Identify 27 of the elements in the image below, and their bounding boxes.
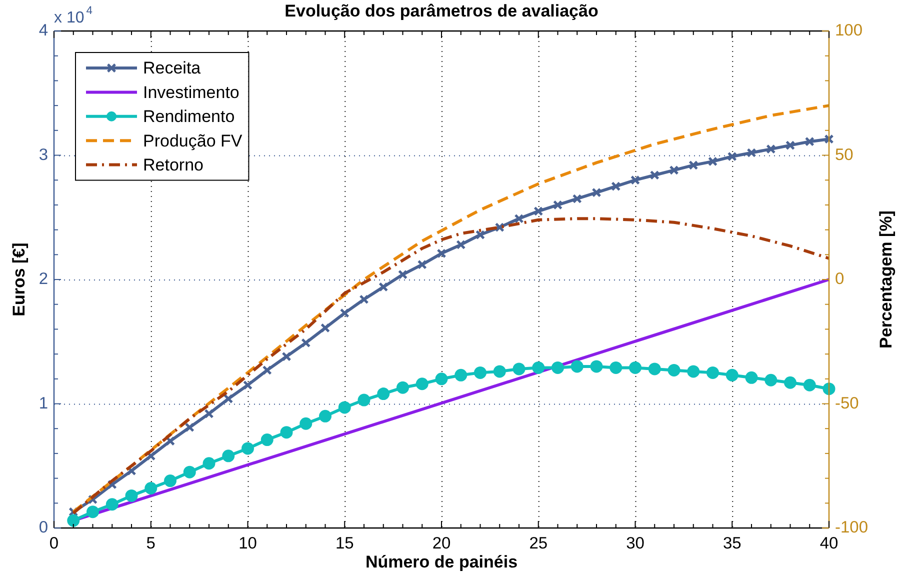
x-tick-label: 35 [722, 534, 742, 552]
y2-tick-label: -50 [835, 394, 859, 412]
y2-tick-label: 50 [835, 146, 854, 164]
x-axis-title: Número de painéis [365, 552, 518, 572]
y-tick-label: 3 [38, 146, 48, 164]
legend-label: Retorno [143, 155, 204, 174]
x-tick-label: 15 [335, 534, 354, 552]
x-tick-label: 25 [529, 534, 548, 552]
y2-tick-label: -100 [835, 518, 868, 537]
x-tick-label: 40 [820, 534, 838, 552]
legend-label: Investimento [143, 82, 240, 102]
y-tick-label: 0 [38, 518, 48, 537]
y-axis-title: Euros [€] [10, 242, 29, 316]
y2-tick-label: 100 [835, 22, 863, 40]
legend-label: Receita [143, 58, 202, 78]
legend-label: Rendimento [143, 107, 235, 126]
y2-tick-label: 0 [835, 270, 844, 288]
y-tick-label: 2 [38, 270, 48, 288]
y2-axis-title: Percentagem [%] [876, 210, 896, 348]
y-tick-label: 4 [38, 22, 48, 40]
y-tick-label: 1 [38, 394, 48, 412]
x-tick-label: 5 [146, 534, 156, 552]
x-tick-label: 30 [626, 534, 644, 552]
chart-title: Evolução dos parâmetros de avaliação [284, 2, 598, 21]
legend-label: Produção FV [143, 131, 243, 150]
x-tick-label: 20 [432, 534, 451, 552]
x-tick-label: 10 [238, 534, 257, 552]
